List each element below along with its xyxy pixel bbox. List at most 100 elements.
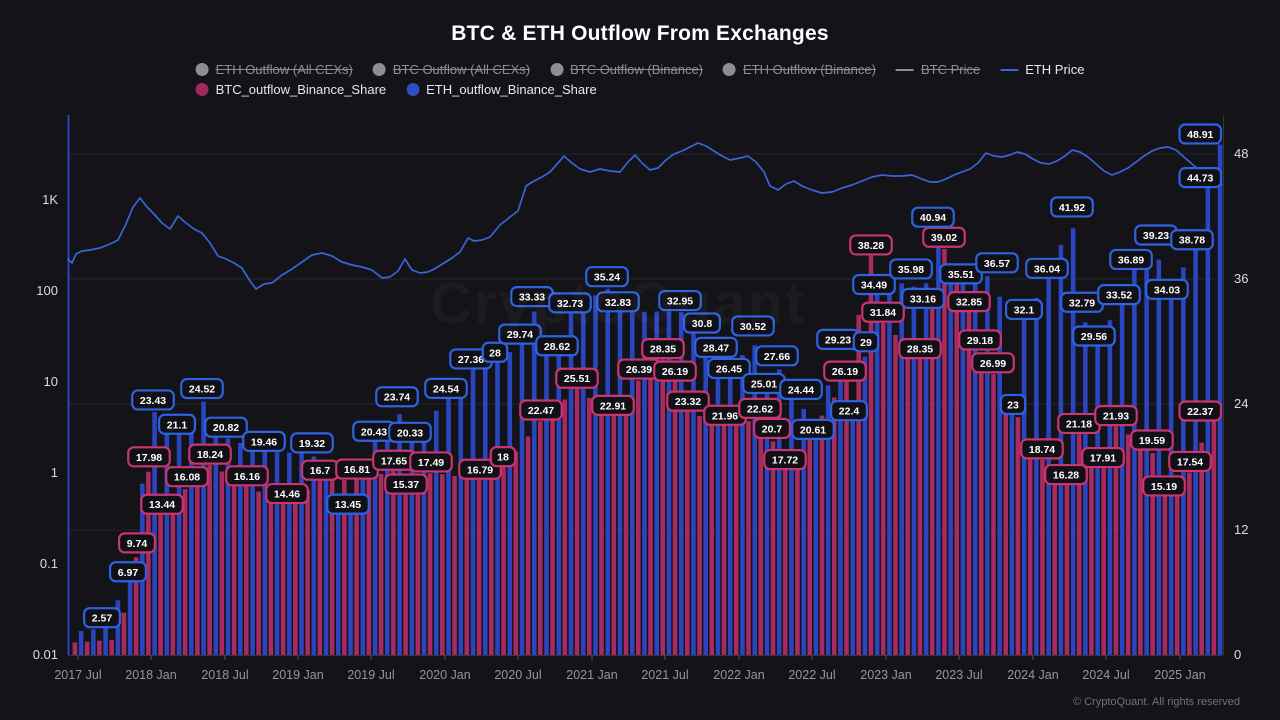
callout-value: 29.56 xyxy=(1081,331,1107,343)
callout-value: 15.37 xyxy=(393,479,419,491)
callout-value: 16.81 xyxy=(344,464,370,476)
callout-box-btc xyxy=(666,390,710,412)
bar-eth-share xyxy=(887,288,892,655)
callout-box-eth xyxy=(779,378,823,401)
bar-eth-share xyxy=(691,324,696,655)
callout-value: 35.98 xyxy=(898,264,924,276)
bar-eth-share xyxy=(176,431,182,655)
callout-box-eth xyxy=(82,607,121,629)
callout-value: 25.01 xyxy=(751,378,777,390)
callout-value: 17.49 xyxy=(418,457,444,469)
legend-label: ETH Outflow (All CEXs) xyxy=(215,62,353,77)
callout-value: 22.47 xyxy=(528,405,554,417)
bar-eth-share xyxy=(1070,228,1076,655)
callout-value: 19.46 xyxy=(251,436,277,448)
bar-btc-share xyxy=(268,496,274,655)
callout-box-eth xyxy=(498,323,542,345)
bar-eth-share xyxy=(923,283,929,655)
bar-btc-share xyxy=(109,639,114,655)
callout-value: 23.43 xyxy=(140,395,166,407)
callout-box-eth xyxy=(791,418,835,440)
callout-value: 32.95 xyxy=(667,296,693,308)
bar-btc-share xyxy=(84,641,90,655)
legend-dot-icon xyxy=(723,63,737,76)
callout-value: 27.66 xyxy=(764,351,790,363)
legend-item-btc-outflow-binance[interactable]: BTC Outflow (Binance) xyxy=(550,62,703,77)
callout-box-btc xyxy=(1044,463,1088,486)
bar-eth-share xyxy=(666,311,672,655)
x-axis-tick: 2024 Jan xyxy=(1007,668,1058,682)
callout-value: 9.74 xyxy=(127,538,148,550)
callout-value: 32.85 xyxy=(956,297,982,309)
bar-eth-share xyxy=(470,368,476,655)
callout-value: 21.1 xyxy=(167,419,188,431)
callout-value: 33.33 xyxy=(519,292,545,304)
callout-box-eth xyxy=(290,432,334,454)
bar-btc-share xyxy=(305,489,310,655)
bar-btc-share xyxy=(929,302,935,655)
bar-btc-share xyxy=(513,451,519,655)
legend-label: ETH_outflow_Binance_Share xyxy=(426,82,597,97)
bar-btc-share xyxy=(1174,484,1180,655)
callout-box-eth xyxy=(131,389,175,411)
callout-box-eth xyxy=(424,377,468,399)
bar-btc-share xyxy=(244,485,249,655)
callout-box-btc xyxy=(127,446,171,468)
bar-eth-share xyxy=(850,406,855,655)
legend-item-btc-outflow-all-cexs[interactable]: BTC Outflow (All CEXs) xyxy=(372,62,530,77)
callout-value: 34.03 xyxy=(1154,284,1180,296)
bar-btc-share xyxy=(1015,417,1021,655)
bar-eth-share xyxy=(1009,405,1015,655)
bar-eth-share xyxy=(1132,266,1137,655)
callout-value: 24.52 xyxy=(189,384,215,396)
bar-eth-share xyxy=(1119,295,1125,655)
bar-btc-share xyxy=(329,480,335,655)
bar-btc-share xyxy=(256,491,261,655)
legend-item-eth-price[interactable]: ETH Price xyxy=(1000,62,1084,77)
bar-btc-share xyxy=(1101,465,1106,655)
bar-eth-share xyxy=(323,477,329,655)
bar-btc-share xyxy=(489,473,494,655)
bar-eth-share xyxy=(960,283,966,655)
bar-btc-share xyxy=(1150,453,1155,655)
callout-box-eth xyxy=(1004,298,1043,321)
callout-box-eth xyxy=(548,292,592,314)
callout-box-eth xyxy=(1178,123,1223,145)
chart-title: BTC & ETH Outflow From Exchanges xyxy=(451,22,829,45)
callout-value: 35.24 xyxy=(594,272,620,284)
bar-btc-share xyxy=(1064,481,1070,655)
callout-value: 38.28 xyxy=(858,240,884,252)
legend-label: ETH Outflow (Binance) xyxy=(743,62,876,77)
bar-btc-share xyxy=(537,421,543,655)
callout-value: 19.32 xyxy=(299,438,325,450)
callout-box-eth xyxy=(108,561,147,583)
bar-eth-share xyxy=(287,452,292,655)
callout-box-btc xyxy=(489,446,517,468)
bar-eth-share xyxy=(789,386,794,655)
callout-box-btc xyxy=(823,360,867,382)
legend-item-btc-price[interactable]: BTC Price xyxy=(895,62,980,77)
legend-row-1: ETH Outflow (All CEXs) BTC Outflow (All C… xyxy=(195,62,1084,77)
callout-value: 23.32 xyxy=(675,396,701,408)
callout-box-btc xyxy=(971,352,1015,374)
x-axis-tick: 2022 Jul xyxy=(788,668,835,682)
bar-btc-share xyxy=(660,359,666,655)
bar-eth-share xyxy=(544,335,549,655)
callout-value: 29.74 xyxy=(507,329,533,341)
legend-item-eth-outflow-all-cexs[interactable]: ETH Outflow (All CEXs) xyxy=(195,62,353,77)
x-axis-tick: 2019 Jan xyxy=(272,668,323,682)
bar-eth-share xyxy=(936,238,941,656)
bar-btc-share xyxy=(966,312,972,655)
callout-value: 18.74 xyxy=(1029,444,1055,456)
callout-box-eth xyxy=(1178,167,1223,189)
bar-eth-share xyxy=(727,376,733,655)
legend-item-btc-outflow-binance-share[interactable]: BTC_outflow_Binance_Share xyxy=(195,82,386,97)
bar-eth-share xyxy=(421,425,427,655)
bar-eth-share xyxy=(838,365,843,655)
legend-item-eth-outflow-binance-share[interactable]: ETH_outflow_Binance_Share xyxy=(406,82,597,97)
bar-eth-share xyxy=(250,447,255,655)
legend-line-icon xyxy=(1000,68,1019,71)
callout-box-btc xyxy=(1081,446,1125,469)
legend-item-eth-outflow-binance[interactable]: ETH Outflow (Binance) xyxy=(723,62,876,77)
